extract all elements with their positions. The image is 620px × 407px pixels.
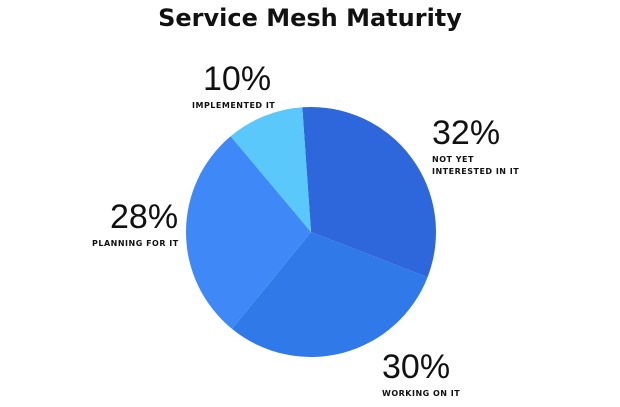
chart-title: Service Mesh Maturity xyxy=(158,4,462,32)
slice-label-1: WORKING ON IT xyxy=(382,389,461,398)
slice-label-2: PLANNING FOR IT xyxy=(92,239,179,248)
pct-label-2: 28% xyxy=(110,198,179,236)
pie-slice-1 xyxy=(231,232,428,357)
slice-label-0: NOT YET INTERESTED IN IT xyxy=(432,155,520,176)
pie-slice-2 xyxy=(186,136,311,329)
pie-slice-0 xyxy=(302,107,436,278)
pie-slice-3 xyxy=(230,107,311,232)
pct-label-0: 32% xyxy=(432,114,501,152)
pct-label-3: 10% xyxy=(203,60,272,98)
slice-label-3: IMPLEMENTED IT xyxy=(192,101,276,110)
pct-label-1: 30% xyxy=(382,348,451,386)
